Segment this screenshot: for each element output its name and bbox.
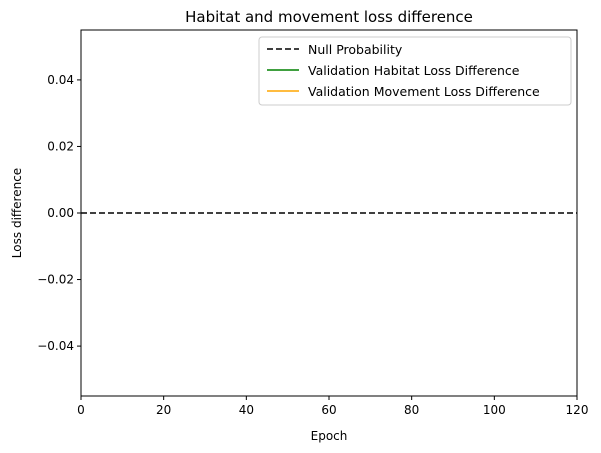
x-tick-label: 120 <box>566 403 589 417</box>
legend-label: Validation Habitat Loss Difference <box>308 63 520 78</box>
y-axis-label: Loss difference <box>10 168 24 258</box>
y-tick-label: −0.02 <box>37 273 74 287</box>
legend-box <box>258 36 572 106</box>
y-tick-label: 0.04 <box>47 73 74 87</box>
x-tick-label: 20 <box>156 403 171 417</box>
x-axis-label: Epoch <box>311 429 348 443</box>
y-tick-label: 0.02 <box>47 139 74 153</box>
x-tick-label: 80 <box>404 403 419 417</box>
legend-label: Null Probability <box>308 42 403 57</box>
x-tick-label: 40 <box>239 403 254 417</box>
y-axis: −0.04 −0.02 0.00 0.02 0.04 <box>37 73 81 353</box>
legend-label: Validation Movement Loss Difference <box>308 84 540 99</box>
legend: Null Probability Validation Habitat Loss … <box>258 36 572 106</box>
x-tick-label: 60 <box>321 403 336 417</box>
x-tick-label: 0 <box>77 403 85 417</box>
x-axis: 0 20 40 60 80 100 120 <box>77 396 588 417</box>
chart-title: Habitat and movement loss difference <box>185 8 473 26</box>
y-tick-label: −0.04 <box>37 339 74 353</box>
x-tick-label: 100 <box>483 403 506 417</box>
y-tick-label: 0.00 <box>47 206 74 220</box>
